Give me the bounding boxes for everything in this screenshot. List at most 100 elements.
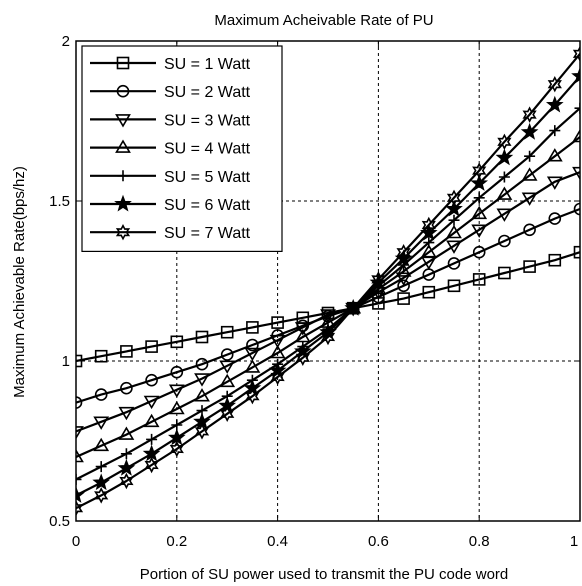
y-tick-label-0: 0.5 [49,513,70,530]
data-point-s4-13 [395,263,412,277]
data-point-s4-15 [446,224,462,239]
data-point-s5-2 [120,448,132,460]
data-point-s5-19 [549,125,561,137]
y-axis-label: Maximum Achievable Rate(bps/hz) [11,166,28,398]
data-point-s5-20 [574,102,580,114]
data-point-s3-10 [320,309,336,323]
data-point-s6-20 [571,66,580,84]
data-point-s5-17 [498,171,510,183]
x-tick-label-2: 0.4 [267,533,288,550]
data-point-s2-4 [170,365,184,379]
data-point-s5-14 [423,237,435,249]
legend-entry-2: SU = 2 Watt [90,84,251,101]
data-point-s3-3 [143,395,160,410]
data-point-s6-0 [76,486,85,503]
data-point-s1-16 [472,273,486,286]
data-point-s7-7 [245,387,260,405]
data-point-s4-0 [76,448,84,463]
data-point-s1-18 [523,260,536,273]
data-point-s5-18 [524,150,536,162]
data-point-s2-13 [397,279,410,293]
data-point-s3-19 [546,176,563,190]
data-point-s7-0 [76,499,84,517]
data-point-s4-8 [269,344,286,359]
data-point-s4-4 [168,400,185,415]
data-point-s4-3 [143,413,160,428]
data-point-s4-17 [496,186,513,200]
legend-marker-5 [117,170,129,182]
legend-label-3: SU = 3 Watt [164,112,251,129]
legend-entry-1: SU = 1 Watt [90,56,251,73]
data-point-s1-6 [220,325,234,339]
legend-entry-3: SU = 3 Watt [90,112,251,129]
legend: SU = 1 Watt SU = 2 Watt SU = 3 Watt SU = 4 … [81,45,283,252]
legend-label-6: SU = 6 Watt [164,197,251,214]
x-tick-label-1: 0.2 [166,533,187,550]
legend-label-7: SU = 7 Watt [164,225,251,242]
data-point-s3-13 [395,272,412,286]
data-point-s1-7 [246,321,259,334]
data-point-s2-15 [447,257,461,270]
data-point-s7-15 [446,189,462,207]
series-line-7 [76,53,580,510]
legend-label-2: SU = 2 Watt [164,84,251,101]
data-point-s5-16 [473,192,485,204]
data-point-s7-6 [220,405,235,423]
data-point-s3-9 [294,322,311,336]
legend-entry-5: SU = 5 Watt [90,169,251,186]
data-point-s6-15 [445,199,463,217]
data-point-s4-6 [219,373,236,388]
data-point-s7-19 [547,75,562,93]
data-point-s4-7 [244,359,261,373]
y-tick-label-3: 2 [62,33,70,50]
data-point-s1-3 [145,340,158,353]
data-point-s2-0 [76,396,83,409]
data-point-s1-1 [94,349,108,363]
data-point-s7-4 [169,440,184,458]
legend-marker-6 [114,194,132,212]
x-axis-label: Portion of SU power used to transmit the… [140,566,509,583]
data-point-s1-15 [447,279,461,293]
data-point-s7-5 [194,423,210,440]
data-point-s6-19 [545,95,564,113]
data-point-s3-1 [93,416,110,430]
data-point-s5-3 [146,433,158,445]
y-tick-label-2: 1.5 [49,193,70,210]
data-point-s7-16 [472,162,487,179]
series-group [76,45,580,517]
data-point-s2-16 [472,245,486,259]
y-tick-label-1: 1 [62,353,70,370]
data-point-s1-17 [498,266,511,280]
data-point-s2-20 [573,202,580,216]
data-point-s5-1 [95,461,107,473]
data-point-s4-2 [118,426,135,440]
legend-marker-4 [115,139,131,153]
data-point-s5-15 [448,214,460,226]
data-point-s2-6 [220,348,234,361]
data-point-s7-11 [346,299,361,317]
data-point-s3-15 [446,240,462,254]
data-point-s5-0 [76,473,82,485]
data-point-s7-9 [295,349,310,367]
data-point-s2-5 [195,357,209,371]
data-point-s7-14 [421,216,436,234]
data-point-s3-5 [194,373,210,387]
legend-marker-2 [116,84,130,98]
data-point-s3-6 [219,360,236,374]
data-point-s6-17 [495,148,514,166]
data-point-s6-3 [142,444,161,462]
data-point-s4-19 [546,148,563,162]
series-line-4 [76,136,580,459]
data-point-s6-18 [520,122,539,140]
data-point-s2-19 [548,212,562,225]
data-point-s2-17 [498,234,511,248]
data-point-s4-16 [471,205,488,220]
data-point-s2-7 [246,338,259,352]
legend-marker-3 [115,114,131,128]
data-point-s3-16 [471,224,488,238]
data-point-s2-18 [523,223,536,237]
data-point-s1-20 [573,245,580,259]
x-tick-label-5: 1 [570,533,578,550]
legend-entry-6: SU = 6 Watt [90,194,251,214]
series-line-1 [76,251,580,363]
